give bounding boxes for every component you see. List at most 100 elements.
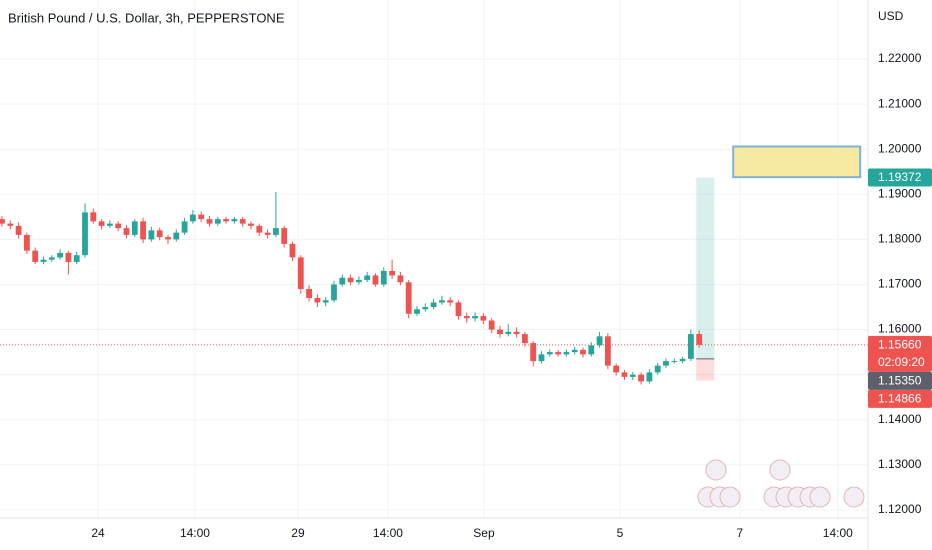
candle-body [497, 329, 503, 335]
candle-body [679, 358, 686, 362]
candle-body [0, 219, 5, 224]
candle-body [314, 297, 321, 303]
y-tick-label: 1.21000 [878, 96, 922, 110]
candle-body [654, 365, 661, 373]
candle-body [165, 237, 171, 240]
event-icon[interactable] [705, 459, 727, 481]
candle-body [480, 316, 487, 321]
event-icon[interactable] [843, 486, 865, 508]
candle-body [671, 361, 678, 363]
candle-body [82, 212, 88, 256]
candle-body [687, 334, 694, 359]
candle-body [521, 334, 528, 344]
candle-body [364, 275, 371, 280]
candle-body [580, 349, 586, 355]
candle-body [15, 225, 22, 235]
y-tick-label: 1.22000 [878, 51, 922, 65]
candle-body [322, 300, 329, 303]
candle-body [123, 228, 130, 235]
candle-body [214, 219, 221, 224]
candle-body [604, 336, 611, 366]
y-tick-label: 1.13000 [878, 457, 922, 471]
candle-body [638, 374, 644, 382]
candle-body [613, 365, 620, 373]
x-tick-label: 29 [291, 526, 305, 540]
candle-body [231, 219, 238, 222]
candle-body [438, 300, 445, 303]
candle-body [530, 343, 537, 362]
candle-body [663, 361, 669, 366]
y-tick-label: 1.20000 [878, 141, 922, 155]
candle-body [306, 288, 312, 298]
candle-body [505, 331, 512, 335]
position-stop [696, 358, 715, 381]
candle-body [571, 349, 578, 353]
candle-body [98, 221, 105, 226]
event-icon[interactable] [719, 486, 741, 508]
candle-body [57, 252, 63, 258]
x-tick-label: 14:00 [823, 526, 853, 540]
candle-body [389, 270, 395, 276]
price-tag [868, 389, 932, 408]
candle-body [40, 259, 47, 262]
x-tick-label: 5 [617, 526, 624, 540]
x-tick-label: 14:00 [180, 526, 210, 540]
candle-body [629, 374, 636, 377]
candle-body [148, 230, 155, 240]
candle-body [7, 223, 14, 226]
candle-body [73, 255, 80, 262]
candle-body [32, 250, 39, 262]
y-tick-label: 1.18000 [878, 232, 922, 246]
candle-body [621, 372, 628, 377]
x-tick-label: Sep [473, 526, 495, 540]
candle-body [65, 252, 72, 262]
candle-body [447, 300, 454, 303]
x-tick-label: 7 [737, 526, 744, 540]
candle-body [646, 372, 653, 382]
candle-body [297, 257, 304, 289]
candle-body [372, 275, 379, 285]
candle-body [189, 214, 196, 222]
event-icons [697, 459, 865, 508]
candle-body [281, 228, 288, 244]
price-tag [868, 371, 932, 390]
candle-body [115, 223, 122, 229]
candle-body [198, 214, 205, 220]
price-tags: 1.19372 1.15660 02:09:20 1.15350 1.14866 [868, 168, 932, 408]
candle-body [397, 275, 404, 283]
candle-body [206, 219, 213, 224]
price-tag [868, 335, 932, 372]
event-icon[interactable] [809, 486, 831, 508]
candle-body [513, 331, 520, 335]
candle-body [239, 219, 246, 224]
candle-body [339, 277, 346, 285]
candle-body [23, 234, 30, 251]
plot [0, 145, 868, 385]
candle-body [488, 320, 495, 330]
price-tag-label: 1.15350 [878, 374, 922, 388]
x-tick-label: 24 [91, 526, 105, 540]
candle-body [272, 228, 279, 235]
candle-body [405, 282, 412, 314]
y-axis-label: USD [878, 9, 904, 23]
candle-body [90, 212, 97, 222]
price-tag-label: 1.19372 [878, 170, 922, 184]
candle-body [414, 309, 420, 314]
candle-body [430, 302, 437, 308]
y-tick-label: 1.16000 [878, 322, 922, 336]
price-tag [868, 168, 932, 187]
candle-body [256, 225, 263, 233]
candle-body [538, 354, 545, 362]
candle-body [588, 345, 595, 355]
candle-body [156, 230, 163, 238]
candle-body [422, 307, 429, 310]
candle-body [106, 223, 113, 226]
candle-body [289, 243, 296, 258]
price-countdown: 02:09:20 [878, 355, 925, 369]
event-icon[interactable] [769, 459, 791, 481]
candle-body [546, 352, 553, 355]
candle-body [331, 284, 337, 301]
candle-body [380, 270, 387, 285]
candle-body [347, 277, 354, 283]
y-tick-label: 1.12000 [878, 502, 922, 516]
